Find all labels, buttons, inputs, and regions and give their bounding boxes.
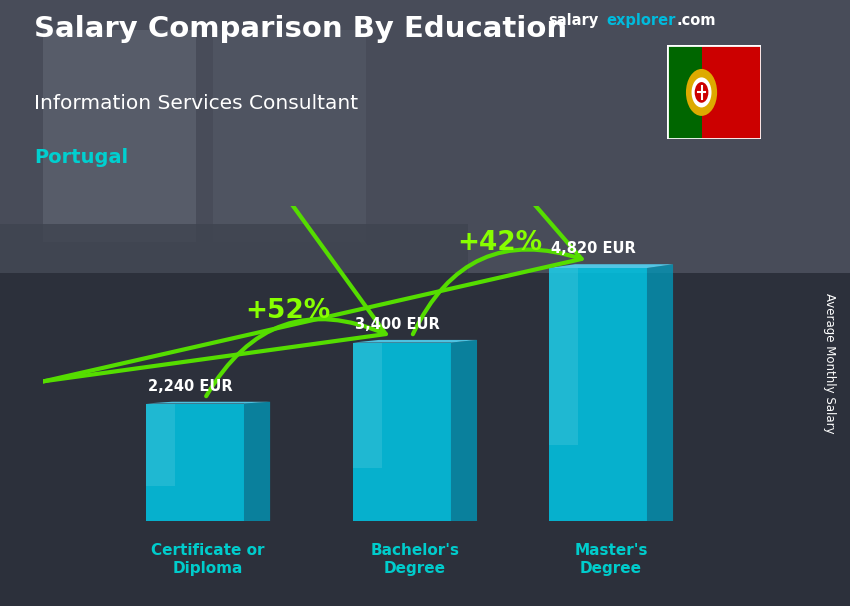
Bar (42, 30, 196, 242)
Bar (0, 224, 468, 273)
Text: 2,240 EUR: 2,240 EUR (148, 379, 232, 394)
Text: Bachelor's
Degree: Bachelor's Degree (371, 543, 460, 576)
Polygon shape (450, 340, 477, 521)
Polygon shape (353, 342, 451, 521)
Text: Information Services Consultant: Information Services Consultant (34, 94, 358, 113)
Bar (0, 273, 850, 606)
Bar (0, 0, 850, 273)
FancyArrowPatch shape (0, 0, 581, 421)
Text: .com: .com (677, 13, 716, 28)
Polygon shape (146, 402, 270, 404)
Text: 3,400 EUR: 3,400 EUR (354, 317, 439, 332)
Polygon shape (549, 268, 647, 521)
Text: salary: salary (548, 13, 598, 28)
Bar (212, 30, 366, 242)
Polygon shape (353, 342, 382, 468)
FancyArrowPatch shape (0, 0, 386, 434)
Text: Portugal: Portugal (34, 148, 128, 167)
Circle shape (694, 82, 708, 103)
Polygon shape (146, 404, 175, 486)
Circle shape (692, 78, 711, 107)
Polygon shape (353, 340, 477, 342)
Polygon shape (146, 404, 244, 521)
Text: Certificate or
Diploma: Certificate or Diploma (151, 543, 265, 576)
Circle shape (686, 69, 717, 116)
Polygon shape (549, 268, 578, 445)
Bar (667, 45, 701, 139)
Bar (701, 45, 761, 139)
Text: Master's
Degree: Master's Degree (575, 543, 648, 576)
Polygon shape (549, 264, 673, 268)
Text: 4,820 EUR: 4,820 EUR (551, 241, 636, 256)
Polygon shape (647, 264, 673, 521)
Text: explorer: explorer (606, 13, 676, 28)
Text: Average Monthly Salary: Average Monthly Salary (823, 293, 836, 434)
Polygon shape (244, 402, 270, 521)
Text: +52%: +52% (245, 298, 330, 324)
Text: Salary Comparison By Education: Salary Comparison By Education (34, 15, 567, 43)
Text: +42%: +42% (457, 230, 542, 256)
